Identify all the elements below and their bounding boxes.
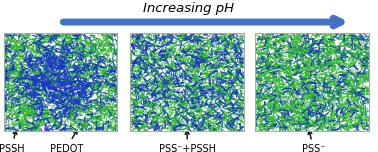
Text: PSS⁻: PSS⁻: [302, 130, 325, 152]
Text: PSSH: PSSH: [0, 130, 24, 152]
Text: PEDOT: PEDOT: [50, 130, 83, 152]
Text: PSS⁻+PSSH: PSS⁻+PSSH: [159, 130, 215, 152]
Text: Increasing pH: Increasing pH: [143, 2, 235, 15]
FancyArrowPatch shape: [63, 18, 341, 26]
